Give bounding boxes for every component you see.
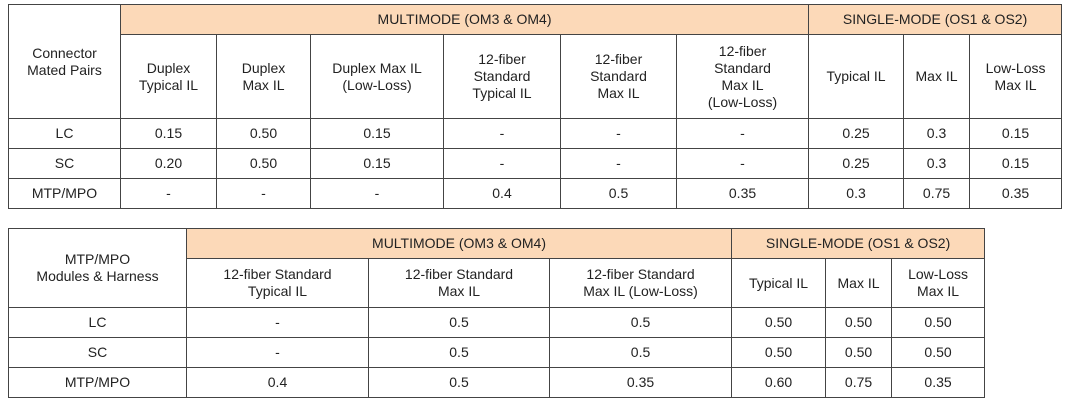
column-header: 12-fiber Standard Max IL (Low-Loss) bbox=[675, 34, 810, 119]
column-header: Duplex Max IL bbox=[216, 34, 311, 119]
data-cell: - bbox=[186, 307, 369, 338]
group-header: SINGLE-MODE (OS1 & OS2) bbox=[808, 4, 1063, 35]
spec-table: Connector Mated Pairs MULTIMODE (OM3 & OM… bbox=[8, 4, 1063, 209]
data-cell: 0.20 bbox=[120, 148, 217, 179]
data-cell: 0.25 bbox=[808, 148, 905, 179]
row-header: SC bbox=[8, 337, 187, 368]
group-header-row: Connector Mated Pairs MULTIMODE (OM3 & OM… bbox=[8, 4, 1063, 119]
data-cell: 0.5 bbox=[368, 337, 550, 368]
data-cell: 0.35 bbox=[969, 178, 1063, 209]
column-header: Low-Loss Max IL bbox=[891, 258, 986, 308]
column-header: Typical IL bbox=[731, 258, 827, 308]
corner-header: Connector Mated Pairs bbox=[8, 4, 121, 119]
data-row: MTP/MPO 0.4 0.5 0.35 0.60 0.75 0.35 bbox=[8, 367, 986, 398]
data-cell: - bbox=[560, 118, 677, 149]
data-cell: 0.35 bbox=[548, 367, 733, 398]
data-cell: 0.25 bbox=[808, 118, 905, 149]
data-cell: 0.3 bbox=[808, 178, 905, 209]
data-cell: 0.50 bbox=[891, 307, 986, 338]
group-header: MULTIMODE (OM3 & OM4) bbox=[119, 4, 810, 35]
column-header: 12-fiber Standard Typical IL bbox=[443, 34, 561, 119]
data-cell: 0.5 bbox=[368, 307, 550, 338]
row-header: LC bbox=[8, 118, 121, 149]
column-header: 12-fiber Standard Typical IL bbox=[186, 258, 369, 308]
column-header: Max IL bbox=[825, 258, 893, 308]
data-cell: 0.35 bbox=[675, 178, 810, 209]
row-header: LC bbox=[8, 307, 187, 338]
data-cell: 0.75 bbox=[903, 178, 971, 209]
data-cell: 0.5 bbox=[548, 307, 733, 338]
data-cell: 0.50 bbox=[216, 148, 311, 179]
data-cell: - bbox=[443, 118, 561, 149]
data-cell: - bbox=[560, 148, 677, 179]
column-header: 12-fiber Standard Max IL (Low-Loss) bbox=[548, 258, 733, 308]
data-cell: - bbox=[216, 178, 311, 209]
group-header-row: MTP/MPO Modules & Harness MULTIMODE (OM3 … bbox=[8, 228, 986, 308]
row-header: SC bbox=[8, 148, 121, 179]
column-header: 12-fiber Standard Max IL bbox=[560, 34, 677, 119]
data-cell: 0.50 bbox=[731, 307, 827, 338]
data-cell: 0.3 bbox=[903, 148, 971, 179]
data-cell: 0.4 bbox=[443, 178, 561, 209]
data-cell: 0.50 bbox=[731, 337, 827, 368]
data-cell: 0.50 bbox=[825, 337, 893, 368]
data-cell: 0.50 bbox=[891, 337, 986, 368]
data-cell: - bbox=[186, 337, 369, 368]
spec-table: MTP/MPO Modules & Harness MULTIMODE (OM3 … bbox=[8, 228, 986, 398]
data-cell: 0.5 bbox=[560, 178, 677, 209]
data-cell: 0.4 bbox=[186, 367, 369, 398]
data-cell: 0.15 bbox=[310, 148, 444, 179]
row-header: MTP/MPO bbox=[8, 367, 187, 398]
data-cell: - bbox=[675, 148, 810, 179]
group-header: SINGLE-MODE (OS1 & OS2) bbox=[731, 228, 986, 259]
column-header: Max IL bbox=[903, 34, 971, 119]
data-cell: - bbox=[120, 178, 217, 209]
data-cell: 0.60 bbox=[731, 367, 827, 398]
column-header-row: Duplex Typical IL Duplex Max IL Duplex Max… bbox=[9, 34, 1063, 119]
column-header: 12-fiber Standard Max IL bbox=[368, 258, 550, 308]
data-cell: 0.50 bbox=[825, 307, 893, 338]
data-row: SC 0.20 0.50 0.15- - -0.25 0.3 0.15 bbox=[8, 148, 1063, 179]
data-row: LC -0.5 0.5 0.50 0.50 0.50 bbox=[8, 307, 986, 338]
data-cell: 0.50 bbox=[216, 118, 311, 149]
data-cell: 0.75 bbox=[825, 367, 893, 398]
data-cell: 0.5 bbox=[368, 367, 550, 398]
column-header: Typical IL bbox=[808, 34, 905, 119]
data-cell: 0.15 bbox=[969, 148, 1063, 179]
data-row: LC 0.15 0.50 0.15- - -0.25 0.3 0.15 bbox=[8, 118, 1063, 149]
row-header: MTP/MPO bbox=[8, 178, 121, 209]
corner-header: MTP/MPO Modules & Harness bbox=[8, 228, 187, 308]
data-row: SC -0.5 0.5 0.50 0.50 0.50 bbox=[8, 337, 986, 368]
data-cell: - bbox=[675, 118, 810, 149]
data-cell: 0.15 bbox=[310, 118, 444, 149]
data-cell: 0.5 bbox=[548, 337, 733, 368]
column-header: Low-Loss Max IL bbox=[969, 34, 1063, 119]
data-cell: - bbox=[310, 178, 444, 209]
column-header: Duplex Typical IL bbox=[120, 34, 217, 119]
column-header-row: 12-fiber Standard Typical IL 12-fiber Sta… bbox=[9, 258, 986, 308]
data-cell: 0.15 bbox=[969, 118, 1063, 149]
data-cell: - bbox=[443, 148, 561, 179]
data-row: MTP/MPO - - -0.4 0.5 0.35 0.3 0.75 0.35 bbox=[8, 178, 1063, 209]
data-cell: 0.35 bbox=[891, 367, 986, 398]
data-cell: 0.3 bbox=[903, 118, 971, 149]
group-header: MULTIMODE (OM3 & OM4) bbox=[185, 228, 733, 259]
column-header: Duplex Max IL (Low-Loss) bbox=[310, 34, 444, 119]
data-cell: 0.15 bbox=[120, 118, 217, 149]
